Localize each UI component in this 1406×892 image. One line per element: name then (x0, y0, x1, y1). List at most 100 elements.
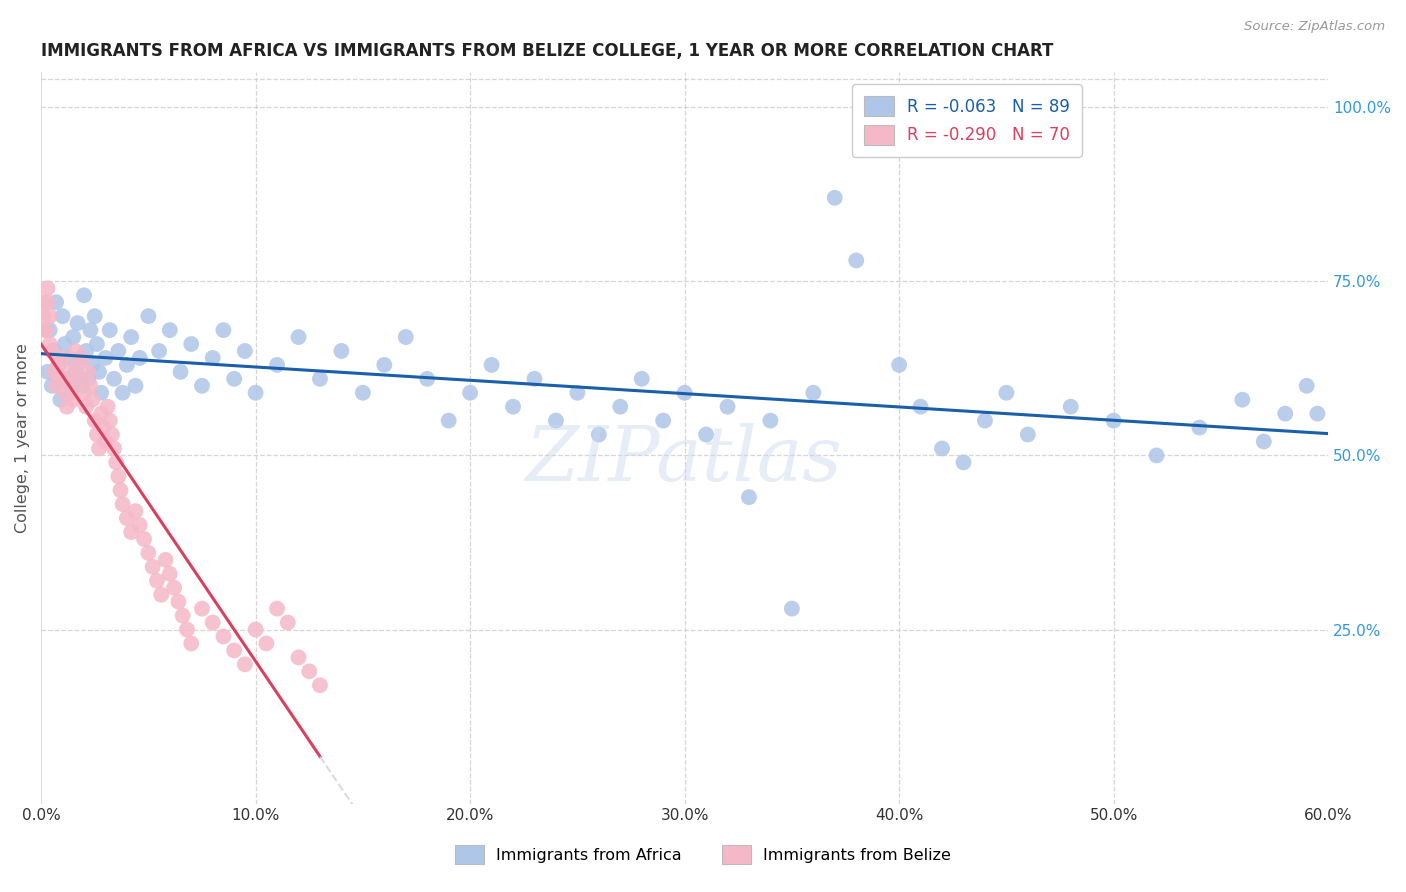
Point (352, 385, 374, 400)
Point (98, 323, 121, 337)
Point (83, 309, 105, 323)
Point (759, 414, 782, 428)
Point (567, 385, 589, 400)
Point (79, 323, 101, 337)
Point (79, 379, 101, 393)
Point (41, 379, 63, 393)
Point (66, 316, 89, 330)
Point (588, 427, 610, 442)
Point (65, 365, 87, 379)
Point (167, 595, 190, 609)
Point (995, 385, 1018, 400)
Point (98, 414, 121, 428)
Point (233, 657, 256, 672)
Point (138, 546, 160, 560)
Point (287, 330, 309, 344)
Point (87, 442, 110, 456)
Point (159, 323, 181, 337)
Point (716, 400, 738, 414)
Point (105, 455, 128, 469)
Point (132, 532, 155, 546)
Point (111, 497, 134, 511)
Point (91, 420, 114, 434)
Point (49, 392, 72, 407)
Point (73, 385, 96, 400)
Point (824, 191, 846, 205)
Text: ZIPatlas: ZIPatlas (526, 423, 844, 497)
Point (120, 330, 142, 344)
Point (128, 518, 150, 533)
Point (298, 665, 321, 679)
Point (75, 400, 97, 414)
Point (266, 358, 288, 372)
Point (107, 343, 129, 358)
Point (224, 372, 246, 386)
Point (212, 630, 235, 644)
Point (34, 323, 56, 337)
Point (37, 365, 59, 379)
Point (952, 455, 974, 469)
Point (159, 566, 181, 581)
Point (82, 392, 104, 407)
Point (107, 469, 129, 483)
Point (212, 323, 235, 337)
Point (309, 678, 332, 692)
Point (58, 351, 80, 365)
Point (1232, 392, 1254, 407)
Point (1253, 434, 1275, 449)
Point (416, 372, 439, 386)
Point (191, 379, 214, 393)
Point (201, 615, 224, 630)
Point (287, 650, 309, 665)
Point (138, 309, 160, 323)
Point (42, 365, 65, 379)
Point (120, 524, 142, 539)
Point (69, 372, 91, 386)
Point (45, 295, 67, 310)
Point (62, 392, 84, 407)
Point (373, 358, 395, 372)
Legend: R = -0.063   N = 89, R = -0.290   N = 70: R = -0.063 N = 89, R = -0.290 N = 70 (852, 85, 1081, 157)
Y-axis label: College, 1 year or more: College, 1 year or more (15, 343, 30, 533)
Point (73, 288, 96, 302)
Point (191, 601, 214, 615)
Point (56, 400, 79, 414)
Point (53, 337, 76, 351)
Point (103, 442, 125, 456)
Point (45, 379, 67, 393)
Point (330, 343, 353, 358)
Point (58, 365, 80, 379)
Point (176, 623, 198, 637)
Point (180, 636, 202, 650)
Point (155, 553, 177, 567)
Point (309, 372, 332, 386)
Point (630, 372, 652, 386)
Point (51, 351, 73, 365)
Point (169, 365, 191, 379)
Point (245, 623, 267, 637)
Point (224, 643, 246, 657)
Point (887, 358, 910, 372)
Point (103, 372, 125, 386)
Point (77, 372, 100, 386)
Point (111, 385, 134, 400)
Point (254, 636, 277, 650)
Point (845, 253, 868, 268)
Point (32, 295, 55, 310)
Point (609, 400, 631, 414)
Point (124, 504, 146, 518)
Point (437, 414, 460, 428)
Point (695, 427, 717, 442)
Point (32, 309, 55, 323)
Point (82, 358, 104, 372)
Point (172, 608, 194, 623)
Point (90, 385, 112, 400)
Point (266, 601, 288, 615)
Point (931, 442, 953, 456)
Point (148, 343, 170, 358)
Point (94, 434, 117, 449)
Point (974, 414, 997, 428)
Point (502, 400, 524, 414)
Legend: Immigrants from Africa, Immigrants from Belize: Immigrants from Africa, Immigrants from … (449, 838, 957, 871)
Point (38, 309, 60, 323)
